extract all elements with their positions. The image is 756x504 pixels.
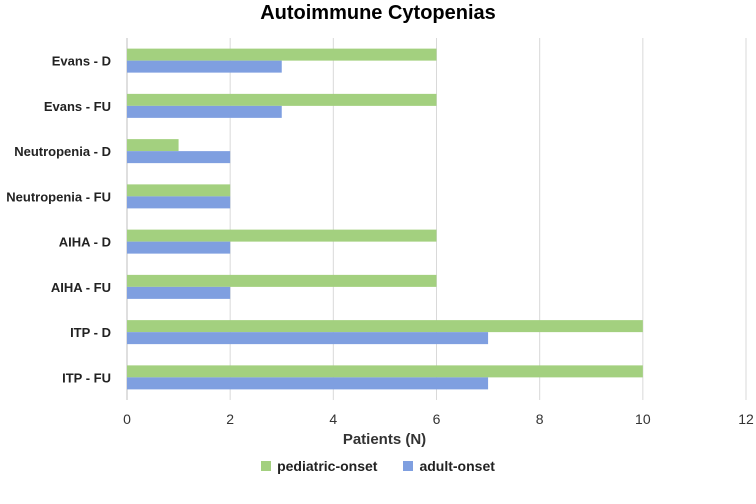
legend-swatch-pediatric [261,461,272,471]
x-tick-label: 6 [433,411,441,427]
legend-label-adult: adult-onset [419,458,495,474]
category-label: ITP - FU [62,370,111,385]
category-label: Neutropenia - FU [6,189,111,204]
x-tick-label: 8 [536,411,544,427]
bar-pediatric [127,320,643,333]
x-tick-label: 4 [329,411,337,427]
bar-adult [127,105,282,118]
category-label: Evans - FU [44,99,111,114]
bar-adult [127,196,231,209]
x-tick-label: 10 [635,411,651,427]
bar-adult [127,286,231,299]
category-label: ITP - D [70,325,111,340]
bar-pediatric [127,48,437,61]
chart-title: Autoimmune Cytopenias [260,2,496,24]
category-label: Neutropenia - D [14,144,111,159]
category-label: Evans - D [52,54,111,69]
x-tick-label: 2 [226,411,234,427]
legend-swatch-adult [403,461,414,471]
category-label: AIHA - D [59,235,111,250]
bar-pediatric [127,274,437,287]
x-axis-title: Patients (N) [343,431,426,448]
legend-item-pediatric: pediatric-onset [261,458,377,474]
bar-pediatric [127,229,437,242]
category-label: AIHA - FU [51,280,111,295]
bar-pediatric [127,93,437,106]
legend: pediatric-onset adult-onset [0,458,756,474]
bar-pediatric [127,184,231,197]
x-tick-label: 12 [738,411,754,427]
legend-label-pediatric: pediatric-onset [277,458,378,474]
x-tick-label: 0 [123,411,131,427]
bar-adult [127,332,489,345]
bar-pediatric [127,139,179,152]
bar-adult [127,151,231,164]
legend-item-adult: adult-onset [403,458,495,474]
bar-adult [127,241,231,254]
bar-adult [127,60,282,73]
bar-adult [127,377,489,390]
bar-pediatric [127,365,643,378]
